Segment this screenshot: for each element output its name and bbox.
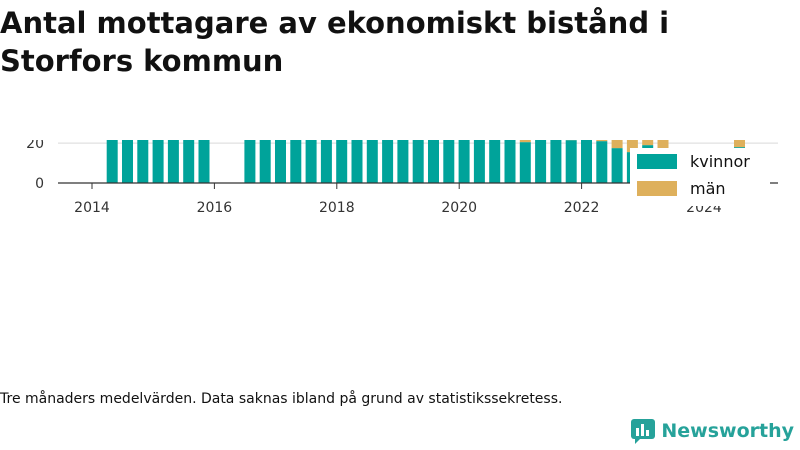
newsworthy-logo-icon (631, 419, 656, 444)
bar-kvinnor (596, 141, 608, 183)
y-tick-label: 20 (26, 140, 44, 152)
bar-man (642, 140, 654, 146)
bar-kvinnor (152, 140, 164, 183)
legend-swatch (637, 181, 677, 196)
bar-kvinnor (121, 140, 133, 183)
footnote: Tre månaders medelvärden. Data saknas ib… (0, 391, 563, 407)
bar-kvinnor (427, 140, 439, 183)
legend-swatch (637, 154, 677, 169)
bar-kvinnor (504, 140, 516, 183)
bar-kvinnor (167, 140, 179, 183)
bar-kvinnor (183, 140, 195, 183)
legend-label: män (690, 179, 726, 198)
bar-man (519, 140, 531, 143)
bar-kvinnor (412, 140, 424, 183)
bar-kvinnor (290, 140, 302, 183)
brand-name: Newsworthy (661, 420, 794, 442)
bar-kvinnor (274, 140, 286, 183)
bar-kvinnor (244, 140, 256, 183)
bar-man (657, 140, 669, 150)
bar-kvinnor (580, 140, 592, 183)
bar-kvinnor (519, 142, 531, 183)
bar-kvinnor (259, 140, 271, 183)
bar-kvinnor (443, 140, 455, 183)
bar-kvinnor (198, 140, 210, 183)
bar-kvinnor (473, 140, 485, 183)
bar-kvinnor (565, 140, 577, 183)
bar-kvinnor (458, 140, 470, 183)
stacked-bar-chart: 020406080201420162018202020222024 kvinno… (26, 140, 778, 216)
bar-kvinnor (550, 140, 562, 183)
bar-kvinnor (397, 140, 409, 183)
bar-kvinnor (366, 140, 378, 183)
bar-kvinnor (351, 140, 363, 183)
x-tick-label: 2014 (74, 200, 110, 216)
brand-logo[interactable]: Newsworthy (630, 418, 794, 444)
x-tick-label: 2020 (441, 200, 477, 216)
chart-title: Antal mottagare av ekonomiskt bistånd i … (0, 6, 670, 78)
bar-kvinnor (305, 140, 317, 183)
x-tick-label: 2018 (319, 200, 355, 216)
bar-kvinnor (611, 148, 623, 183)
bar-kvinnor (320, 140, 332, 183)
bar-kvinnor (106, 140, 118, 183)
x-tick-label: 2022 (564, 200, 600, 216)
legend-label: kvinnor (690, 152, 750, 171)
bar-kvinnor (336, 140, 348, 183)
bar-man (611, 140, 623, 149)
bar-man (626, 140, 638, 153)
bar-man (733, 140, 745, 148)
y-tick-label: 0 (35, 176, 44, 192)
bar-man (596, 140, 608, 142)
bar-kvinnor (535, 140, 547, 183)
legend: kvinnor män (630, 148, 770, 206)
bar-kvinnor (137, 140, 149, 183)
bar-kvinnor (489, 140, 501, 183)
bar-kvinnor (382, 140, 394, 183)
x-tick-label: 2016 (197, 200, 233, 216)
